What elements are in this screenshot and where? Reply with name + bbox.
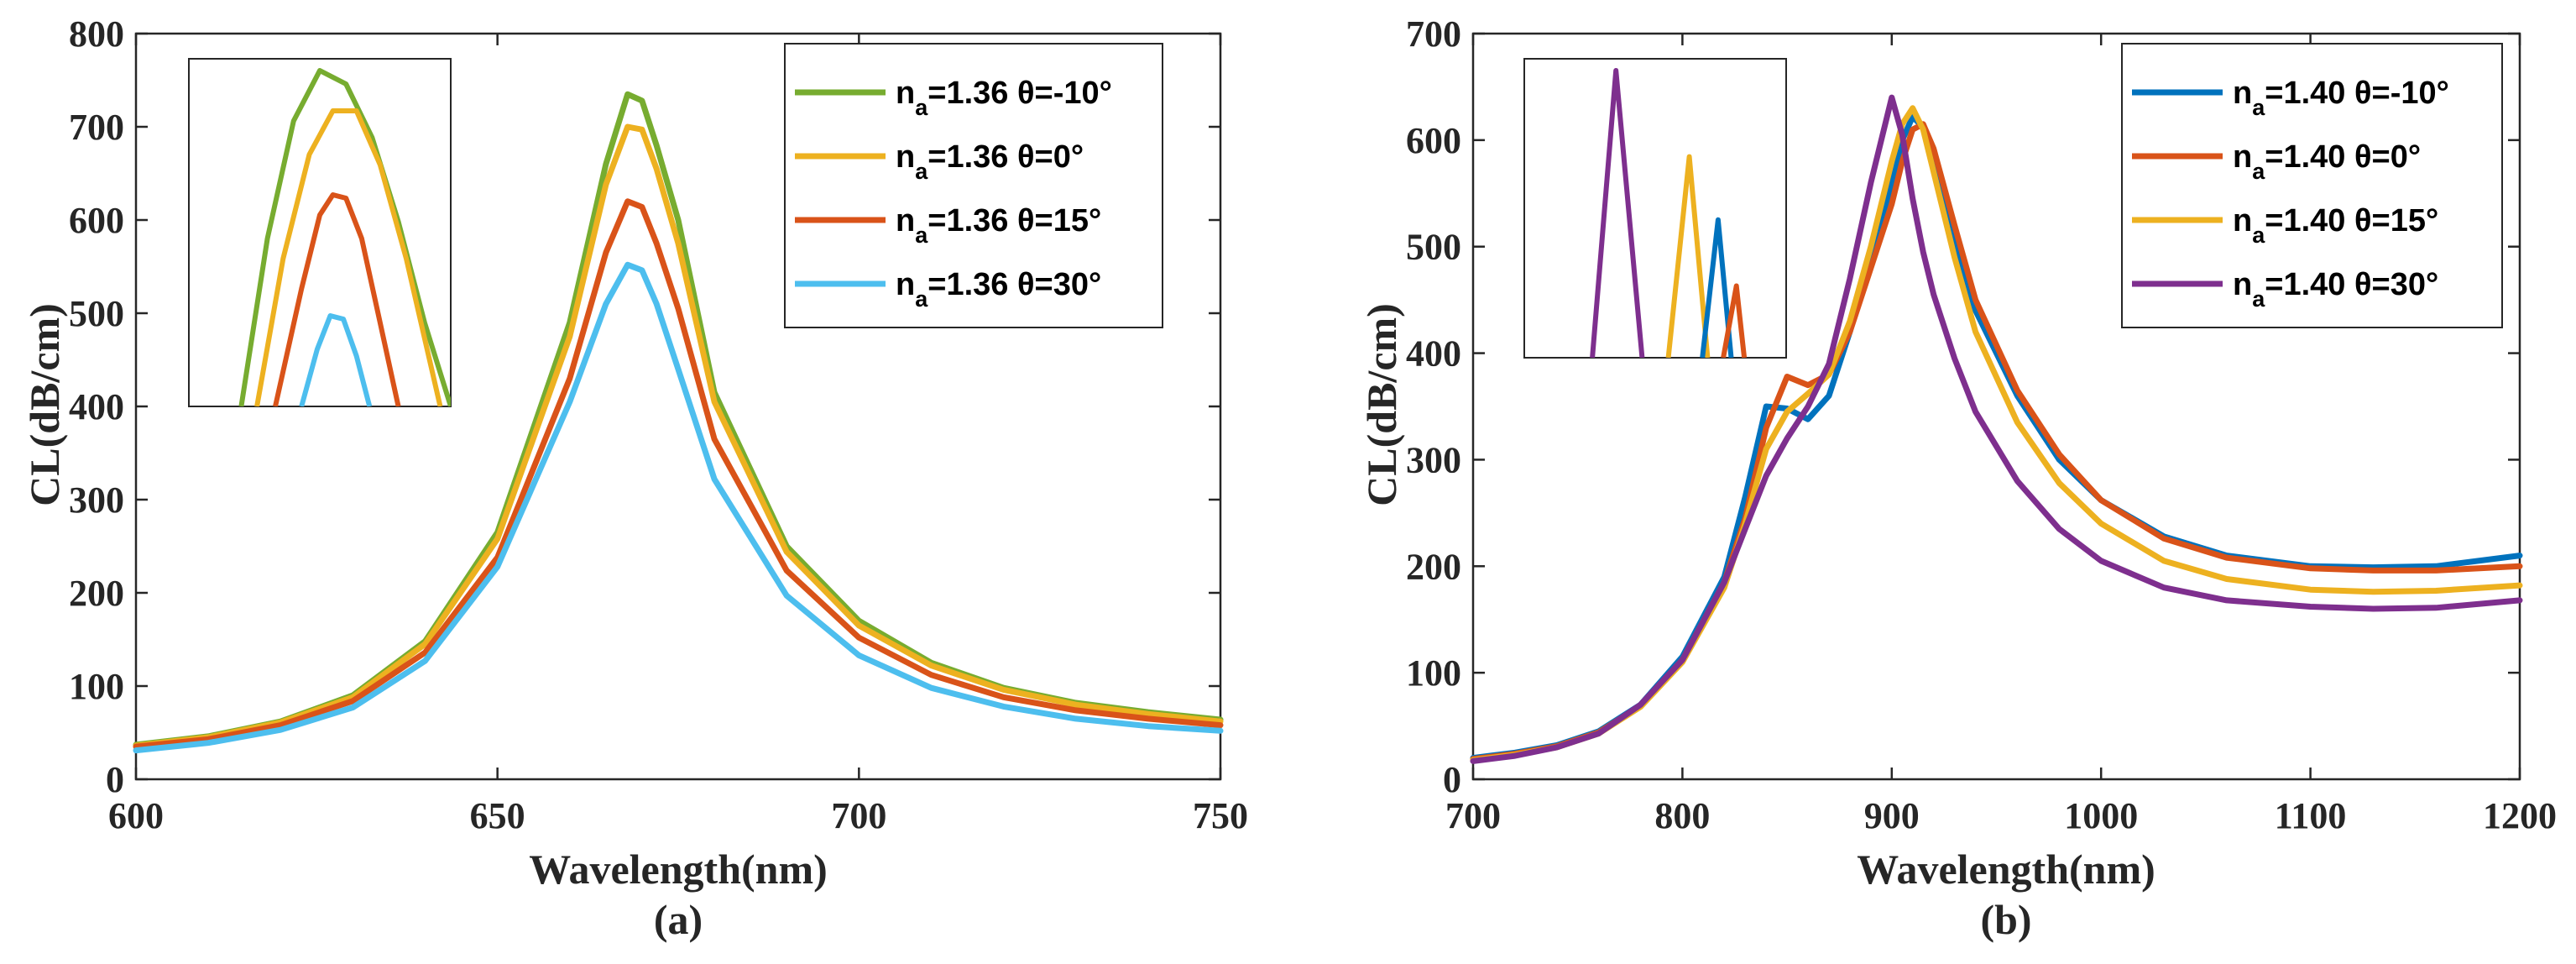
x-tick-label: 750	[1193, 795, 1248, 836]
panel-b: (b) Wavelength(nm) CL(dB/cm) 0 100 200 300 4…	[1358, 13, 2557, 943]
x-tick-label: 1000	[2064, 795, 2138, 836]
inset-series-line-1	[238, 68, 451, 406]
legend-label-2: na=1.40 θ=0°	[2233, 139, 2421, 184]
panel-b-legend: na=1.40 θ=-10° na=1.40 θ=0° na=1.40 θ=15° n…	[2121, 43, 2503, 328]
y-tick-label: 500	[1406, 227, 1461, 268]
legend-label-3: na=1.40 θ=15°	[2233, 203, 2438, 248]
y-tick-label: 300	[69, 479, 124, 521]
legend-label-1: na=1.36 θ=-10°	[896, 76, 1112, 120]
series-line-2	[133, 123, 1224, 749]
inset-series-line-3	[1700, 217, 1734, 358]
inset-series-line-3	[273, 192, 401, 406]
x-tick-label: 700	[1445, 795, 1501, 836]
inset-frame	[188, 58, 452, 407]
panel-a-legend: na=1.36 θ=-10° na=1.36 θ=0° na=1.36 θ=15° n…	[784, 43, 1163, 328]
y-tick-label: 400	[1406, 333, 1461, 375]
panel-a: (a) Wavelength(nm) CL(dB/cm) 0 100 200 300 4…	[21, 13, 1248, 943]
y-tick-label: 100	[69, 666, 124, 707]
legend-label-4: na=1.40 θ=30°	[2233, 267, 2438, 312]
inset-series-line-4	[299, 313, 373, 406]
y-tick-label: 200	[69, 573, 124, 614]
y-tick-label: 600	[1406, 120, 1461, 161]
x-tick-label: 1200	[2483, 795, 2557, 836]
inset-series-line-2	[254, 108, 443, 406]
y-tick-label: 200	[1406, 546, 1461, 587]
y-tick-label: 600	[69, 200, 124, 241]
x-tick-label: 700	[831, 795, 886, 836]
inset-series-line-4	[1721, 283, 1748, 358]
x-tick-label: 650	[470, 795, 525, 836]
panel-b-ylabel: CL(dB/cm)	[1358, 303, 1405, 506]
series-line-3	[133, 198, 1224, 750]
inset-series-line-1	[1590, 68, 1645, 358]
series-line-4	[1470, 94, 2523, 764]
x-tick-label: 800	[1654, 795, 1710, 836]
y-tick-label: 300	[1406, 439, 1461, 480]
y-tick-label: 0	[1443, 759, 1461, 800]
panel-b-inset	[1523, 58, 1787, 359]
inset-frame	[1523, 58, 1787, 359]
y-tick-label: 700	[1406, 13, 1461, 55]
inset-series-line-2	[1665, 154, 1711, 358]
legend-label-4: na=1.36 θ=30°	[896, 267, 1101, 312]
panel-b-xlabel: Wavelength(nm)	[1857, 846, 2155, 893]
y-tick-label: 0	[106, 759, 124, 800]
panel-a-xlabel: Wavelength(nm)	[529, 846, 828, 893]
x-tick-label: 900	[1864, 795, 1920, 836]
legend-label-2: na=1.36 θ=0°	[896, 139, 1084, 184]
panel-a-inset	[188, 58, 452, 407]
y-tick-label: 400	[69, 386, 124, 427]
panel-a-label: (a)	[654, 896, 703, 943]
panel-b-axes-frame	[1471, 32, 2521, 781]
y-tick-label: 500	[69, 293, 124, 334]
series-line-4	[133, 261, 1224, 754]
panel-b-label: (b)	[1980, 896, 2031, 943]
x-tick-label: 600	[108, 795, 164, 836]
x-tick-label: 1100	[2275, 795, 2347, 836]
y-tick-label: 700	[69, 107, 124, 148]
panel-a-ylabel: CL(dB/cm)	[21, 303, 68, 506]
y-tick-label: 100	[1406, 652, 1461, 694]
legend-label-1: na=1.40 θ=-10°	[2233, 76, 2449, 120]
legend-label-3: na=1.36 θ=15°	[896, 203, 1101, 248]
y-tick-label: 800	[69, 13, 124, 55]
